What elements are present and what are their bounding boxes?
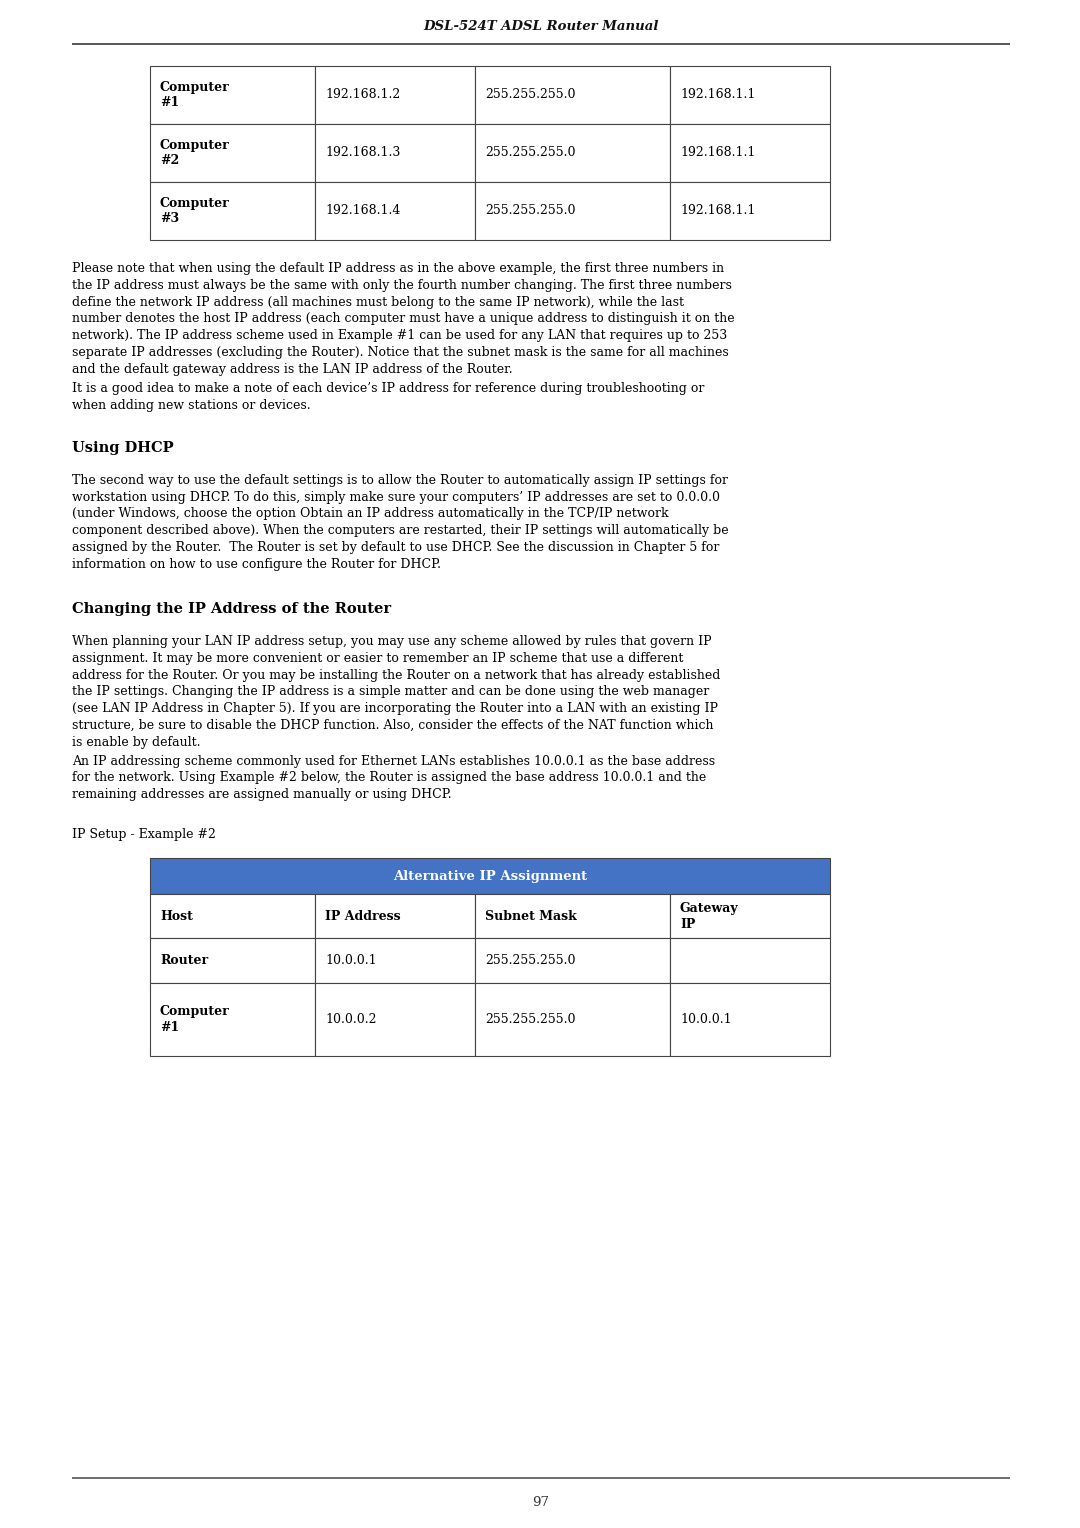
Text: 97: 97 xyxy=(532,1496,550,1510)
Text: 255.255.255.0: 255.255.255.0 xyxy=(485,89,576,101)
Text: The second way to use the default settings is to allow the Router to automatical: The second way to use the default settin… xyxy=(72,474,729,571)
Text: It is a good idea to make a note of each device’s IP address for reference durin: It is a good idea to make a note of each… xyxy=(72,382,704,411)
Text: Computer
#1: Computer #1 xyxy=(160,1005,230,1033)
Text: Gateway
IP: Gateway IP xyxy=(680,902,739,931)
Bar xyxy=(670,66,831,124)
Bar xyxy=(670,182,831,240)
Bar xyxy=(670,124,831,182)
Text: 255.255.255.0: 255.255.255.0 xyxy=(485,1013,576,1025)
Text: 192.168.1.1: 192.168.1.1 xyxy=(680,205,755,217)
Text: IP Setup - Example #2: IP Setup - Example #2 xyxy=(72,828,216,842)
Text: 10.0.0.1: 10.0.0.1 xyxy=(325,953,377,967)
Text: DSL-524T ADSL Router Manual: DSL-524T ADSL Router Manual xyxy=(423,20,659,34)
Text: 255.255.255.0: 255.255.255.0 xyxy=(485,953,576,967)
Text: Please note that when using the default IP address as in the above example, the : Please note that when using the default … xyxy=(72,261,734,376)
Bar xyxy=(475,938,670,983)
Bar xyxy=(315,66,475,124)
Bar xyxy=(475,124,670,182)
Text: Using DHCP: Using DHCP xyxy=(72,442,174,455)
Text: Host: Host xyxy=(160,909,193,923)
Text: When planning your LAN IP address setup, you may use any scheme allowed by rules: When planning your LAN IP address setup,… xyxy=(72,636,720,749)
Bar xyxy=(150,859,831,894)
Text: IP Address: IP Address xyxy=(325,909,401,923)
Bar xyxy=(315,182,475,240)
Text: Computer
#3: Computer #3 xyxy=(160,197,230,225)
Bar xyxy=(670,894,831,938)
Text: Subnet Mask: Subnet Mask xyxy=(485,909,577,923)
Text: 10.0.0.2: 10.0.0.2 xyxy=(325,1013,377,1025)
Text: Alternative IP Assignment: Alternative IP Assignment xyxy=(393,869,588,883)
Text: Computer
#1: Computer #1 xyxy=(160,81,230,108)
Text: An IP addressing scheme commonly used for Ethernet LANs establishes 10.0.0.1 as : An IP addressing scheme commonly used fo… xyxy=(72,755,715,801)
Bar xyxy=(150,894,315,938)
Text: 192.168.1.1: 192.168.1.1 xyxy=(680,89,755,101)
Bar xyxy=(150,66,315,124)
Bar xyxy=(150,124,315,182)
Bar xyxy=(475,983,670,1056)
Bar xyxy=(475,894,670,938)
Bar xyxy=(475,182,670,240)
Text: 192.168.1.3: 192.168.1.3 xyxy=(325,147,401,159)
Bar xyxy=(670,983,831,1056)
Bar xyxy=(315,124,475,182)
Text: Computer
#2: Computer #2 xyxy=(160,139,230,167)
Bar xyxy=(150,983,315,1056)
Text: 192.168.1.4: 192.168.1.4 xyxy=(325,205,401,217)
Text: Router: Router xyxy=(160,953,208,967)
Bar xyxy=(150,182,315,240)
Bar xyxy=(315,983,475,1056)
Text: 255.255.255.0: 255.255.255.0 xyxy=(485,147,576,159)
Bar xyxy=(315,894,475,938)
Text: 192.168.1.2: 192.168.1.2 xyxy=(325,89,401,101)
Bar xyxy=(475,66,670,124)
Text: 255.255.255.0: 255.255.255.0 xyxy=(485,205,576,217)
Bar xyxy=(315,938,475,983)
Bar xyxy=(150,938,315,983)
Text: 10.0.0.1: 10.0.0.1 xyxy=(680,1013,731,1025)
Text: Changing the IP Address of the Router: Changing the IP Address of the Router xyxy=(72,602,391,616)
Text: 192.168.1.1: 192.168.1.1 xyxy=(680,147,755,159)
Bar xyxy=(670,938,831,983)
